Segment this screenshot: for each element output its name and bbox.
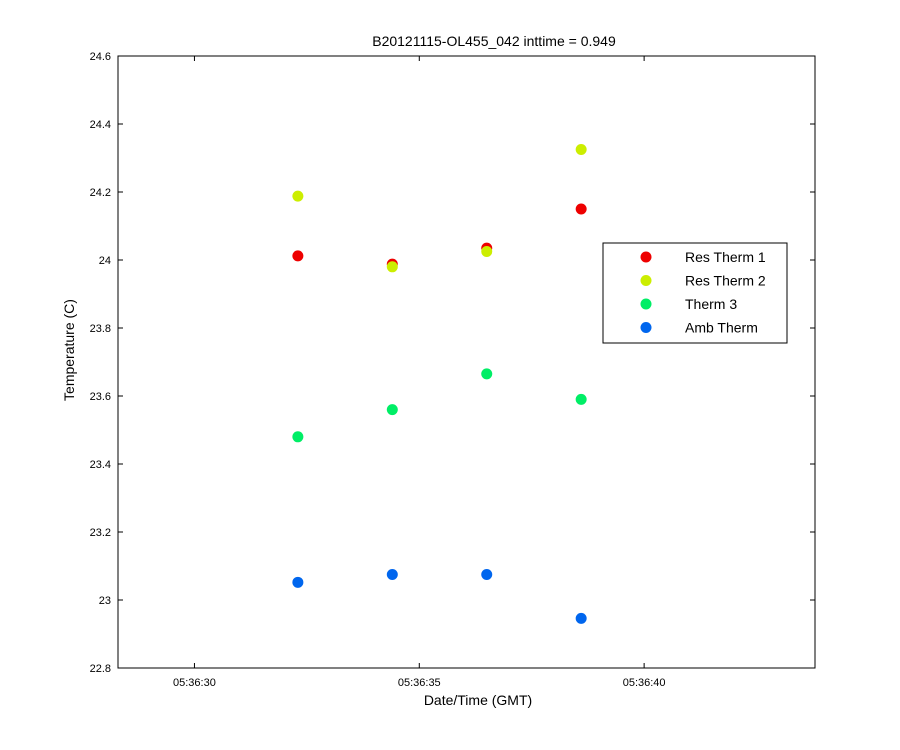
data-point (292, 190, 304, 202)
legend-label: Res Therm 2 (685, 273, 766, 289)
data-point (481, 368, 493, 380)
y-tick-label: 24.2 (90, 187, 111, 199)
y-tick-label: 23.8 (90, 323, 111, 335)
y-tick-label: 24.4 (90, 119, 111, 131)
legend-marker (640, 322, 652, 333)
data-point (575, 393, 587, 405)
data-point (575, 144, 587, 155)
chart-title: B20121115-OL455_042 inttime = 0.949 (372, 33, 616, 49)
data-point (386, 569, 398, 580)
data-point (481, 246, 493, 257)
legend-label: Amb Therm (685, 320, 758, 336)
data-point (386, 261, 398, 273)
legend-label: Therm 3 (685, 296, 737, 312)
y-tick-label: 23.2 (90, 527, 111, 539)
legend-label: Res Therm 1 (685, 249, 766, 265)
data-point (481, 569, 493, 580)
legend-marker (640, 251, 652, 263)
y-axis: 22.8 23 23.2 23.4 23.6 23.8 24 24.2 24.4 24.6 (90, 51, 815, 675)
data-point (292, 576, 304, 588)
y-axis-label: Temperature (C) (61, 299, 77, 401)
y-tick-label: 24.6 (90, 51, 111, 63)
plot-area (117, 55, 816, 669)
data-point (575, 612, 587, 624)
x-tick-label: 05:36:35 (398, 677, 441, 689)
x-tick-label: 05:36:30 (173, 677, 216, 689)
data-point (386, 404, 398, 416)
y-tick-label: 24 (99, 255, 111, 267)
data-point (292, 250, 304, 262)
data-point (575, 203, 587, 215)
data-points (292, 144, 587, 624)
x-tick-label: 05:36:40 (623, 677, 666, 689)
legend-marker (640, 298, 652, 310)
y-tick-label: 23.4 (90, 459, 111, 471)
legend: Res Therm 1 Res Therm 2 Therm 3 Amb Therm (602, 242, 788, 344)
data-point (292, 431, 304, 443)
legend-marker (640, 275, 652, 286)
legend-box (602, 242, 788, 344)
y-tick-label: 22.8 (90, 663, 111, 675)
y-tick-label: 23 (99, 595, 111, 607)
y-tick-label: 23.6 (90, 391, 111, 403)
x-axis-label: Date/Time (GMT) (424, 692, 532, 708)
x-axis: 05:36:30 05:36:35 05:36:40 (173, 56, 666, 689)
